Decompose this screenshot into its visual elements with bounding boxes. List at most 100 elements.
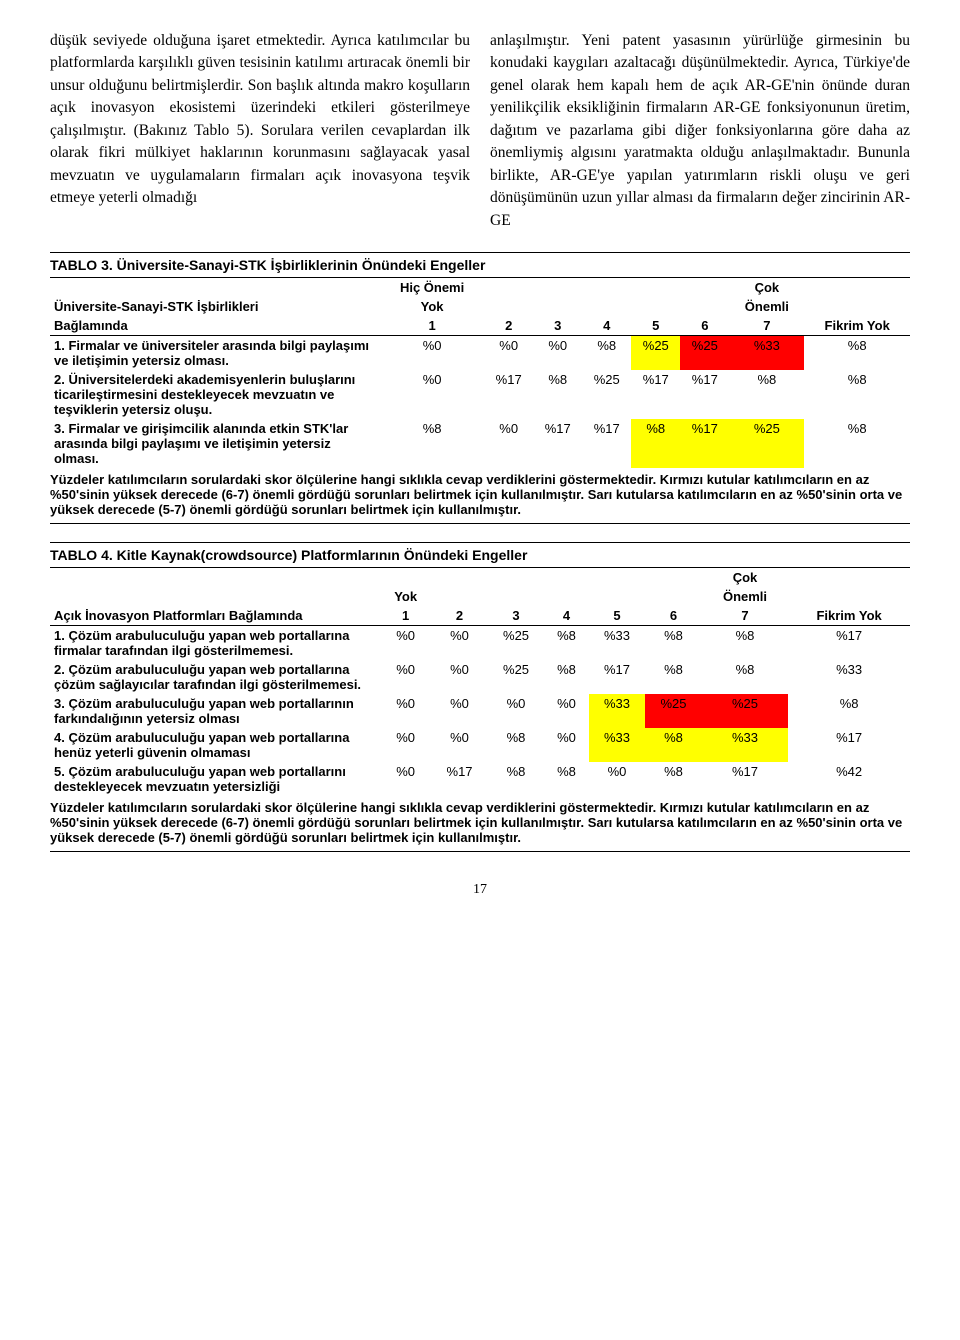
table-4-prehead: Çok <box>50 568 910 587</box>
table-4: Çok Yok Önemli Açık İnovasyon Platformla… <box>50 568 910 796</box>
data-cell: %8 <box>804 370 910 419</box>
col-fikrim: Fikrim Yok <box>788 606 910 626</box>
table-4-footnote: Yüzdeler katılımcıların sorulardaki skor… <box>50 796 910 852</box>
data-cell: %0 <box>544 728 588 762</box>
data-cell: %17 <box>788 626 910 661</box>
data-cell: %0 <box>544 694 588 728</box>
row-label: 1. Çözüm arabuluculuğu yapan web portall… <box>50 626 380 661</box>
col-7: 7 <box>729 316 804 336</box>
col-7: 7 <box>702 606 788 626</box>
data-cell: %17 <box>702 762 788 796</box>
page-number: 17 <box>50 882 910 898</box>
table-3-header-row: Bağlamında 1 2 3 4 5 6 7 Fikrim Yok <box>50 316 910 336</box>
data-cell: %8 <box>488 728 545 762</box>
col-6: 6 <box>645 606 702 626</box>
row-label: 2. Çözüm arabuluculuğu yapan web portall… <box>50 660 380 694</box>
data-cell: %17 <box>788 728 910 762</box>
table-4-prehead-2: Yok Önemli <box>50 587 910 606</box>
table-3-block: TABLO 3. Üniversite-Sanayi-STK İşbirlikl… <box>50 252 910 524</box>
data-cell: %0 <box>431 626 488 661</box>
col-2: 2 <box>431 606 488 626</box>
data-cell: %25 <box>645 694 702 728</box>
data-cell: %33 <box>589 728 646 762</box>
col-5: 5 <box>589 606 646 626</box>
data-cell: %25 <box>680 336 729 371</box>
table-row: 5. Çözüm arabuluculuğu yapan web portall… <box>50 762 910 796</box>
data-cell: %0 <box>431 660 488 694</box>
row-label: 2. Üniversitelerdeki akademisyenlerin bu… <box>50 370 380 419</box>
data-cell: %8 <box>645 728 702 762</box>
data-cell: %8 <box>380 419 484 468</box>
col-6: 6 <box>680 316 729 336</box>
data-cell: %8 <box>702 626 788 661</box>
table-4-title: TABLO 4. Kitle Kaynak(crowdsource) Platf… <box>50 542 910 568</box>
col-fikrim: Fikrim Yok <box>804 316 910 336</box>
row-label: 4. Çözüm arabuluculuğu yapan web portall… <box>50 728 380 762</box>
data-cell: %0 <box>488 694 545 728</box>
data-cell: %17 <box>431 762 488 796</box>
row-label: 3. Firmalar ve girişimcilik alanında etk… <box>50 419 380 468</box>
data-cell: %8 <box>488 762 545 796</box>
data-cell: %33 <box>589 694 646 728</box>
data-cell: %8 <box>582 336 631 371</box>
table-row: 3. Çözüm arabuluculuğu yapan web portall… <box>50 694 910 728</box>
data-cell: %8 <box>544 626 588 661</box>
data-cell: %8 <box>533 370 582 419</box>
col-3: 3 <box>488 606 545 626</box>
data-cell: %25 <box>631 336 680 371</box>
table-3-prehead-2: Üniversite-Sanayi-STK İşbirlikleri Yok Ö… <box>50 297 910 316</box>
body-text-columns: düşük seviyede olduğuna işaret etmektedi… <box>50 30 910 232</box>
data-cell: %8 <box>544 660 588 694</box>
col-2: 2 <box>484 316 533 336</box>
data-cell: %8 <box>645 762 702 796</box>
data-cell: %17 <box>484 370 533 419</box>
table-row: 3. Firmalar ve girişimcilik alanında etk… <box>50 419 910 468</box>
data-cell: %33 <box>702 728 788 762</box>
data-cell: %0 <box>380 370 484 419</box>
table-3: Hiç Önemi Çok Üniversite-Sanayi-STK İşbi… <box>50 278 910 468</box>
data-cell: %17 <box>680 370 729 419</box>
data-cell: %25 <box>582 370 631 419</box>
data-cell: %17 <box>680 419 729 468</box>
row-label: 1. Firmalar ve üniversiteler arasında bi… <box>50 336 380 371</box>
data-cell: %0 <box>533 336 582 371</box>
data-cell: %0 <box>380 762 431 796</box>
table-4-rowhead-label: Açık İnovasyon Platformları Bağlamında <box>50 606 380 626</box>
data-cell: %8 <box>788 694 910 728</box>
data-cell: %33 <box>589 626 646 661</box>
data-cell: %0 <box>484 419 533 468</box>
data-cell: %25 <box>488 626 545 661</box>
data-cell: %33 <box>729 336 804 371</box>
data-cell: %0 <box>484 336 533 371</box>
data-cell: %17 <box>589 660 646 694</box>
data-cell: %0 <box>589 762 646 796</box>
table-3-prehead: Hiç Önemi Çok <box>50 278 910 297</box>
data-cell: %17 <box>533 419 582 468</box>
col-1: 1 <box>380 606 431 626</box>
table-3-title: TABLO 3. Üniversite-Sanayi-STK İşbirlikl… <box>50 252 910 278</box>
row-label: 5. Çözüm arabuluculuğu yapan web portall… <box>50 762 380 796</box>
data-cell: %0 <box>380 336 484 371</box>
table-row: 2. Üniversitelerdeki akademisyenlerin bu… <box>50 370 910 419</box>
data-cell: %8 <box>804 419 910 468</box>
left-column: düşük seviyede olduğuna işaret etmektedi… <box>50 30 470 232</box>
data-cell: %0 <box>431 694 488 728</box>
data-cell: %33 <box>788 660 910 694</box>
table-row: 1. Çözüm arabuluculuğu yapan web portall… <box>50 626 910 661</box>
data-cell: %8 <box>702 660 788 694</box>
data-cell: %8 <box>544 762 588 796</box>
data-cell: %8 <box>631 419 680 468</box>
data-cell: %0 <box>380 728 431 762</box>
data-cell: %8 <box>645 660 702 694</box>
table-4-block: TABLO 4. Kitle Kaynak(crowdsource) Platf… <box>50 542 910 852</box>
right-column: anlaşılmıştır. Yeni patent yasasının yür… <box>490 30 910 232</box>
col-4: 4 <box>582 316 631 336</box>
data-cell: %8 <box>729 370 804 419</box>
col-4: 4 <box>544 606 588 626</box>
data-cell: %0 <box>380 694 431 728</box>
table-4-header-row: Açık İnovasyon Platformları Bağlamında 1… <box>50 606 910 626</box>
table-3-footnote: Yüzdeler katılımcıların sorulardaki skor… <box>50 468 910 524</box>
col-1: 1 <box>380 316 484 336</box>
table-3-rowhead-upper: Üniversite-Sanayi-STK İşbirlikleri <box>54 299 258 314</box>
table-row: 1. Firmalar ve üniversiteler arasında bi… <box>50 336 910 371</box>
